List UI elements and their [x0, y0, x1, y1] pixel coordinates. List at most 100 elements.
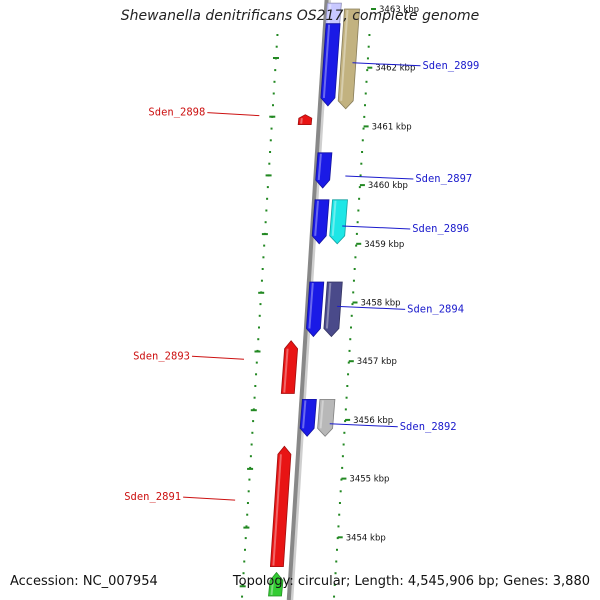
gene-feature-fwd2[interactable] [337, 8, 360, 110]
guide-dot-right [334, 572, 337, 575]
guide-dot-right [364, 104, 367, 107]
gene-feature-rev[interactable] [280, 340, 299, 394]
scale-tick-label: 3456 kbp [353, 416, 393, 426]
backbone-line [286, 0, 329, 600]
gene-feature-highlight [314, 200, 319, 236]
scale-tick [367, 66, 373, 69]
guide-dot-left [254, 385, 257, 387]
gene-label-Sden_2897[interactable]: Sden_2897 [415, 173, 472, 185]
gene-label-leader [352, 62, 421, 67]
guide-dot-left [249, 455, 252, 458]
gene-label-leader [207, 112, 260, 117]
guide-dot-right [343, 431, 346, 434]
gene-feature-fwd2[interactable] [317, 398, 336, 437]
guide-dot-left [264, 221, 267, 224]
gene-feature-fwd2[interactable] [329, 199, 348, 245]
guide-dot-right [352, 279, 355, 282]
guide-dot-left [266, 186, 269, 189]
guide-dot-left [259, 303, 262, 306]
guide-dot-right [352, 291, 355, 294]
gene-labels: Sden_2899 Sden_2898 Sden_2897 Sden_2896 Sden… [124, 60, 479, 503]
gene-label-Sden_2899[interactable]: Sden_2899 [422, 60, 479, 72]
guide-dot-right [366, 69, 369, 72]
guide-dot-right [366, 57, 369, 60]
gene-feature-highlight [308, 282, 314, 329]
guide-dot-right [356, 221, 359, 224]
guide-dot-left [242, 572, 245, 575]
guide-dot-left [265, 209, 268, 212]
gene-label-Sden_2898[interactable]: Sden_2898 [148, 107, 205, 119]
gene-feature-rev[interactable] [297, 114, 313, 125]
gene-feature-rev[interactable] [268, 571, 284, 597]
gene-feature-fwd[interactable] [299, 398, 317, 437]
guide-dot-left [275, 45, 278, 48]
guide-dot-right [333, 583, 336, 586]
scale-tick-label: 3459 kbp [364, 240, 404, 250]
gene-feature-rev[interactable] [269, 445, 292, 567]
gene-label-Sden_2891[interactable]: Sden_2891 [124, 491, 181, 503]
scale-tick-label: 3454 kbp [346, 533, 386, 543]
gene-label-leader [345, 175, 414, 180]
guide-dot-right [341, 455, 344, 458]
scale-tick-label: 3458 kbp [361, 299, 401, 309]
guide-dot-left [258, 314, 261, 317]
gene-label-Sden_2896[interactable]: Sden_2896 [412, 223, 469, 235]
guide-dot-right [348, 349, 351, 352]
guide-dot-right [355, 232, 358, 235]
guide-dot-right [347, 361, 350, 364]
guide-dot-right [361, 151, 364, 153]
accession-text: Accession: NC_007954 [10, 574, 158, 589]
guide-dot-right [349, 326, 352, 329]
guide-dot-left [257, 338, 260, 341]
gene-feature-fwd[interactable] [315, 152, 333, 189]
guide-dot-left [257, 326, 260, 329]
guide-dot-right [358, 197, 361, 200]
scale-tick [356, 242, 362, 245]
scale-tick [359, 184, 365, 187]
gene-feature-fwd2[interactable] [323, 281, 343, 338]
guide-dot-right [365, 80, 368, 83]
guide-dash-left [272, 57, 279, 59]
gene-feature-highlight [272, 454, 282, 566]
gene-feature-fwd[interactable] [311, 199, 330, 245]
guide-dot-right [337, 525, 340, 528]
guide-dot-right [363, 115, 366, 118]
guide-dot-right [350, 314, 353, 317]
guide-dot-left [274, 69, 277, 72]
gene-label-Sden_2894[interactable]: Sden_2894 [407, 303, 464, 315]
gene-feature-fwd[interactable] [305, 281, 325, 338]
guide-dot-left [262, 256, 265, 259]
guide-dot-left [273, 80, 276, 83]
scale-tick-label: 3455 kbp [349, 475, 389, 485]
scale-tick-label: 3463 kbp [379, 5, 419, 15]
guide-dot-left [244, 537, 247, 540]
guide-dot-left [245, 525, 248, 528]
gene-label-Sden_2892[interactable]: Sden_2892 [400, 421, 457, 433]
gene-feature-fwd[interactable] [320, 23, 341, 107]
gene-label-Sden_2893[interactable]: Sden_2893 [133, 350, 190, 362]
guide-dot-left [269, 139, 272, 142]
gene-label-leader [329, 423, 398, 428]
guide-dot-right [338, 502, 341, 504]
scale-tick-label: 3461 kbp [372, 122, 412, 132]
scale-tick-label: 3457 kbp [357, 357, 397, 367]
guide-dot-right [361, 139, 364, 142]
gene-feature-highlight [322, 24, 331, 98]
guide-dot-left [253, 396, 256, 399]
guide-dash-left [250, 409, 257, 412]
gene-feature-highlight [283, 348, 289, 393]
guide-dot-left [260, 279, 263, 282]
map-title: Shewanella denitrificans OS217, complete… [120, 8, 480, 24]
guide-dot-left [272, 92, 275, 95]
gene-feature-highlight [319, 400, 324, 429]
guide-dot-left [272, 104, 275, 107]
gene-feature-highlight [302, 400, 307, 429]
guide-dot-right [362, 127, 365, 130]
guide-dash-left [269, 115, 276, 118]
scale-tick [337, 536, 343, 539]
scale-tick-label: 3460 kbp [368, 181, 408, 191]
guide-dot-right [368, 34, 371, 36]
scale-tick [341, 477, 347, 480]
guide-dot-left [246, 502, 249, 504]
guide-dot-right [333, 595, 336, 598]
